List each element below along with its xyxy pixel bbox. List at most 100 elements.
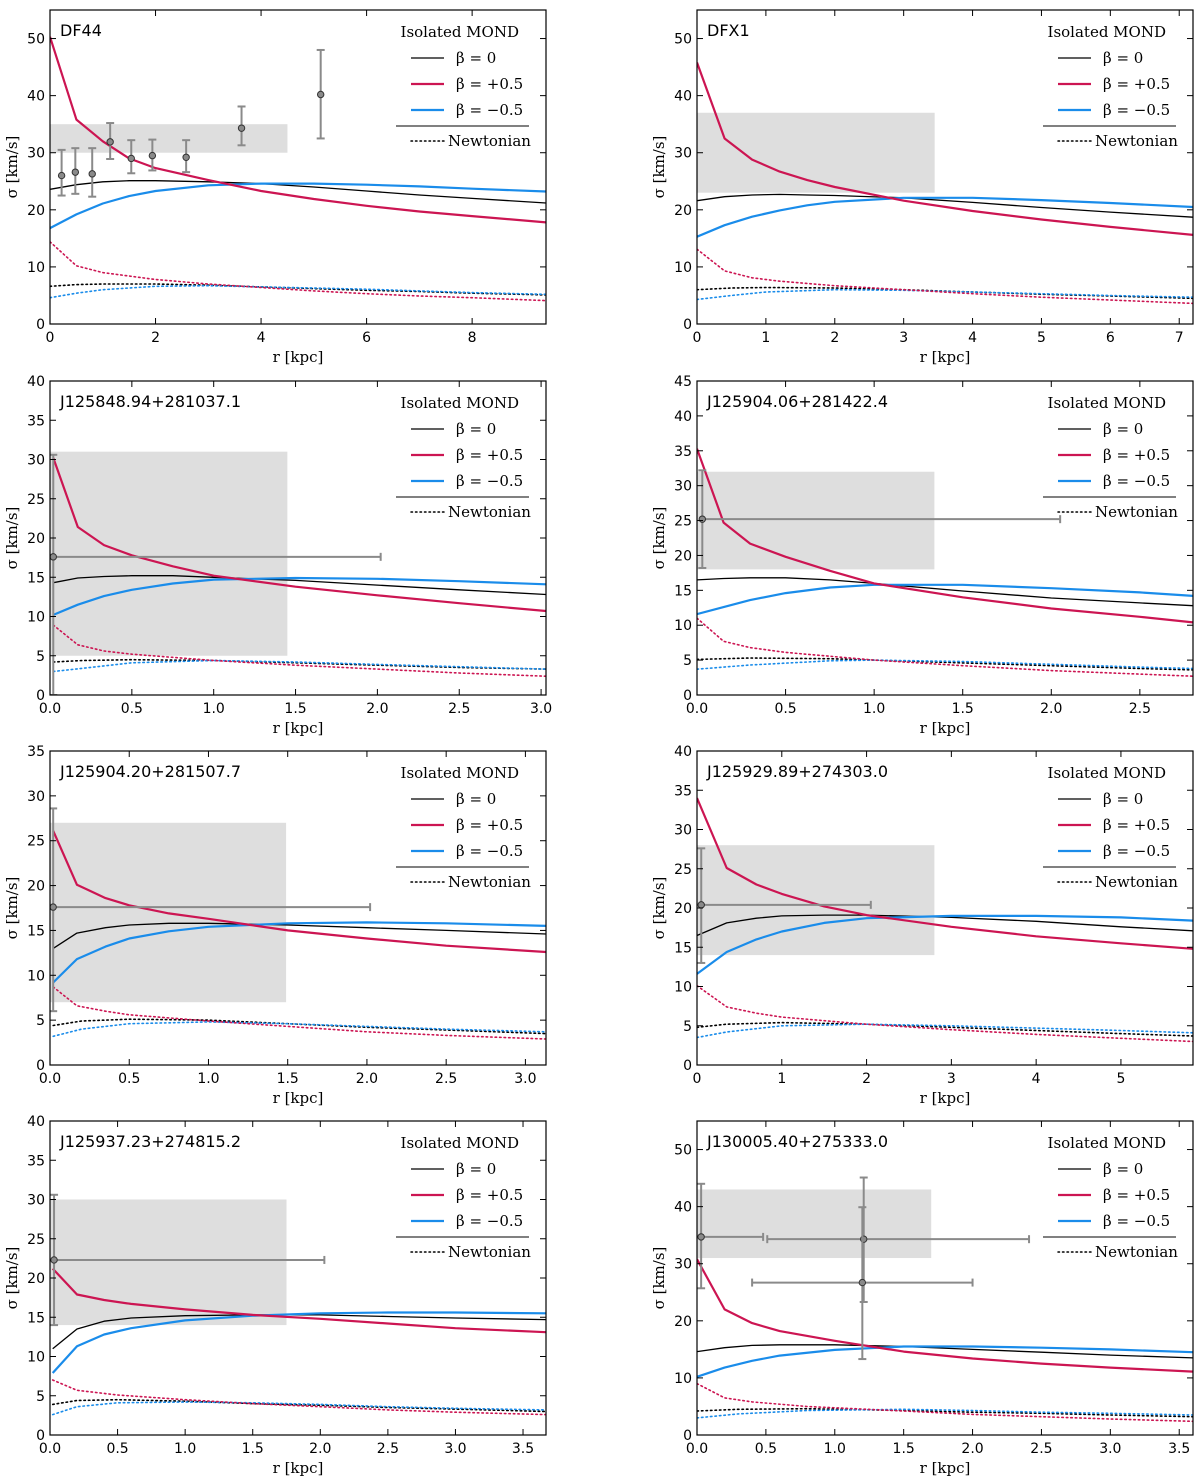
x-tick-label: 7 bbox=[1175, 330, 1184, 346]
panel-title: J125848.94+281037.1 bbox=[59, 392, 241, 411]
axes-frame bbox=[696, 9, 1194, 325]
y-axis-label: σ [km/s] bbox=[3, 507, 21, 570]
panel-title: J130005.40+275333.0 bbox=[706, 1132, 888, 1151]
plot-area bbox=[697, 62, 1193, 305]
y-tick-label: 10 bbox=[27, 610, 45, 626]
y-tick-label: 0 bbox=[683, 317, 692, 333]
y-tick-label: 50 bbox=[674, 32, 692, 48]
observed-band bbox=[50, 451, 288, 656]
x-tick-label: 8 bbox=[468, 330, 477, 346]
legend-header: Isolated MOND bbox=[1048, 764, 1166, 782]
series-newtonian-beta0 bbox=[51, 1398, 546, 1413]
y-tick-label: 40 bbox=[674, 409, 692, 425]
plot-area bbox=[50, 1193, 546, 1416]
data-point bbox=[751, 1206, 974, 1361]
x-tick-label: 0.5 bbox=[774, 701, 796, 717]
data-point bbox=[106, 122, 115, 161]
series-mond-betaPos bbox=[697, 1258, 1193, 1373]
x-tick-label: 6 bbox=[1106, 330, 1115, 346]
legend: Isolated MOND β = 0 β = +0.5 β = −0.5 Newton… bbox=[1043, 23, 1178, 150]
x-tick-label: 3.5 bbox=[1168, 1441, 1190, 1457]
series-newtonian-betaPos bbox=[50, 241, 546, 302]
y-tick-label: 0 bbox=[683, 688, 692, 704]
x-tick-label: 1.5 bbox=[277, 1071, 299, 1087]
x-tick-label: 3 bbox=[947, 1071, 956, 1087]
legend-label-newtonian: Newtonian bbox=[1095, 503, 1178, 521]
series-newtonian-betaPos bbox=[697, 248, 1193, 305]
legend-label-betaPos: β = +0.5 bbox=[456, 1186, 523, 1204]
x-axis-label: r [kpc] bbox=[920, 1089, 971, 1107]
x-tick-label: 4 bbox=[257, 330, 266, 346]
data-marker bbox=[697, 901, 705, 909]
plot-area bbox=[50, 807, 546, 1040]
data-point bbox=[71, 147, 80, 195]
y-axis-label: σ [km/s] bbox=[650, 1247, 668, 1310]
legend-label-beta0: β = 0 bbox=[1103, 1160, 1143, 1178]
y-tick-label: 0 bbox=[36, 688, 45, 704]
legend-header: Isolated MOND bbox=[401, 1134, 519, 1152]
panel-title: DF44 bbox=[60, 21, 102, 40]
axes-frame bbox=[696, 380, 1194, 696]
y-tick-label: 30 bbox=[27, 789, 45, 805]
x-tick-label: 3.0 bbox=[530, 701, 552, 717]
y-tick-label: 0 bbox=[36, 1058, 45, 1074]
legend-label-betaPos: β = +0.5 bbox=[456, 816, 523, 834]
y-tick-label: 15 bbox=[27, 923, 45, 939]
y-tick-label: 0 bbox=[36, 1428, 45, 1444]
y-axis-label: σ [km/s] bbox=[650, 507, 668, 570]
x-tick-label: 5 bbox=[1037, 330, 1046, 346]
series-newtonian-betaNeg bbox=[50, 284, 546, 299]
legend-label-betaPos: β = +0.5 bbox=[1103, 816, 1170, 834]
data-marker bbox=[106, 138, 114, 146]
data-point bbox=[127, 139, 136, 175]
data-marker bbox=[858, 1278, 867, 1287]
x-tick-label: 0.0 bbox=[39, 1441, 61, 1457]
data-marker bbox=[50, 1256, 58, 1264]
data-point bbox=[316, 48, 325, 140]
data-point bbox=[237, 105, 246, 147]
series-newtonian-beta0 bbox=[697, 286, 1193, 300]
data-point bbox=[698, 469, 1062, 570]
y-tick-label: 10 bbox=[674, 260, 692, 276]
y-tick-label: 20 bbox=[674, 1314, 692, 1330]
y-tick-label: 5 bbox=[36, 1389, 45, 1405]
y-tick-label: 50 bbox=[27, 32, 45, 48]
y-tick-label: 10 bbox=[674, 618, 692, 634]
y-tick-label: 25 bbox=[27, 1232, 45, 1248]
legend-label-beta0: β = 0 bbox=[456, 49, 496, 67]
data-marker bbox=[50, 903, 57, 911]
panel-7: 0.0 0.5 1.0 1.5 2.0 2.5 3.0 3.5 0 5 10 15 20 25 30 35 40… bbox=[3, 1114, 547, 1477]
y-tick-label: 40 bbox=[27, 1114, 45, 1130]
x-tick-label: 1.5 bbox=[242, 1441, 264, 1457]
legend-label-betaPos: β = +0.5 bbox=[1103, 446, 1170, 464]
series-newtonian-betaPos bbox=[697, 1382, 1193, 1423]
x-axis-label: r [kpc] bbox=[273, 1089, 324, 1107]
series-newtonian-betaNeg bbox=[52, 659, 546, 673]
x-tick-label: 2 bbox=[151, 330, 160, 346]
x-tick-label: 2.5 bbox=[448, 701, 470, 717]
series-newtonian-betaPos bbox=[52, 624, 546, 678]
plot-area bbox=[697, 448, 1193, 678]
x-tick-label: 1.0 bbox=[824, 1441, 846, 1457]
y-tick-label: 15 bbox=[27, 1310, 45, 1326]
legend-label-newtonian: Newtonian bbox=[1095, 132, 1178, 150]
y-tick-label: 5 bbox=[36, 649, 45, 665]
y-tick-label: 20 bbox=[27, 879, 45, 895]
legend-header: Isolated MOND bbox=[401, 764, 519, 782]
legend-label-beta0: β = 0 bbox=[1103, 420, 1143, 438]
series-mond-beta0 bbox=[52, 1314, 546, 1350]
data-point bbox=[697, 1182, 765, 1290]
y-axis-label: σ [km/s] bbox=[650, 136, 668, 199]
panel-title: DFX1 bbox=[707, 21, 750, 40]
y-tick-label: 5 bbox=[36, 1013, 45, 1029]
series-mond-beta0 bbox=[50, 180, 546, 204]
x-axis-label: r [kpc] bbox=[920, 719, 971, 737]
series-newtonian-beta0 bbox=[50, 283, 546, 296]
data-marker bbox=[697, 1233, 705, 1241]
series-newtonian-betaNeg bbox=[697, 288, 1193, 301]
x-tick-label: 1.0 bbox=[197, 1071, 219, 1087]
legend-label-betaNeg: β = −0.5 bbox=[1103, 1212, 1170, 1230]
x-tick-label: 0.5 bbox=[121, 701, 143, 717]
y-tick-label: 35 bbox=[27, 413, 45, 429]
